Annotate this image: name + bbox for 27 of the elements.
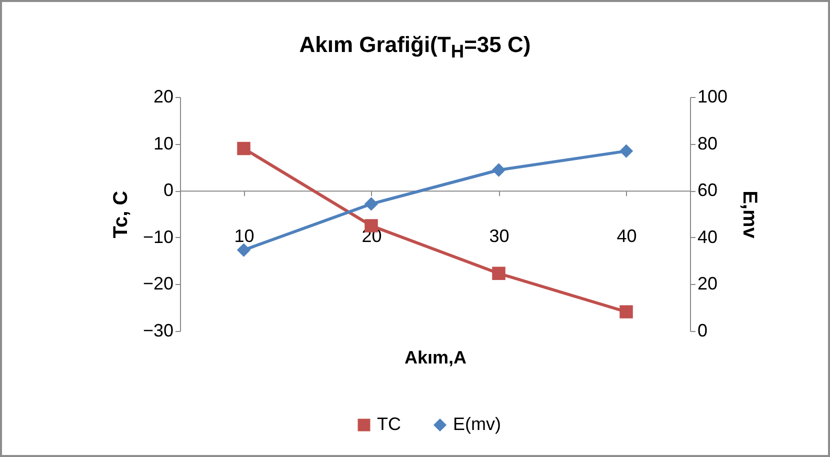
y2-axis-title: E,mv: [738, 190, 761, 240]
point: [492, 266, 506, 280]
y-tick-label: 10: [153, 133, 174, 154]
y-tick-label: −30: [142, 320, 174, 340]
point: [620, 305, 633, 318]
y-tick-label: −20: [142, 274, 174, 294]
y2-tick-label: 100: [698, 86, 728, 106]
legend-label: E(mv): [453, 414, 501, 434]
y2-tick-label: 20: [698, 274, 718, 294]
point: [492, 163, 506, 177]
point: [237, 243, 250, 257]
y-tick-label: −10: [142, 226, 174, 247]
y-tick-label: 0: [163, 180, 174, 200]
x-tick-label: 10: [234, 226, 254, 246]
point: [620, 144, 633, 158]
x-tick-label: 30: [489, 226, 510, 246]
y-axis-title: Tc, C: [110, 190, 132, 238]
y-tick-label: 20: [153, 86, 174, 106]
legend-label: TC: [377, 414, 401, 434]
y2-tick-label: 0: [698, 320, 708, 340]
point: [237, 142, 250, 156]
x-tick-label: 40: [616, 226, 637, 246]
y2-tick-label: 80: [698, 133, 718, 154]
point: [364, 197, 378, 211]
x-axis-title: Akım,A: [404, 348, 467, 368]
y2-tick-label: 60: [698, 180, 718, 200]
chart-title: Akım Grafiği(T$_{H}$=35 C): [298, 32, 532, 62]
